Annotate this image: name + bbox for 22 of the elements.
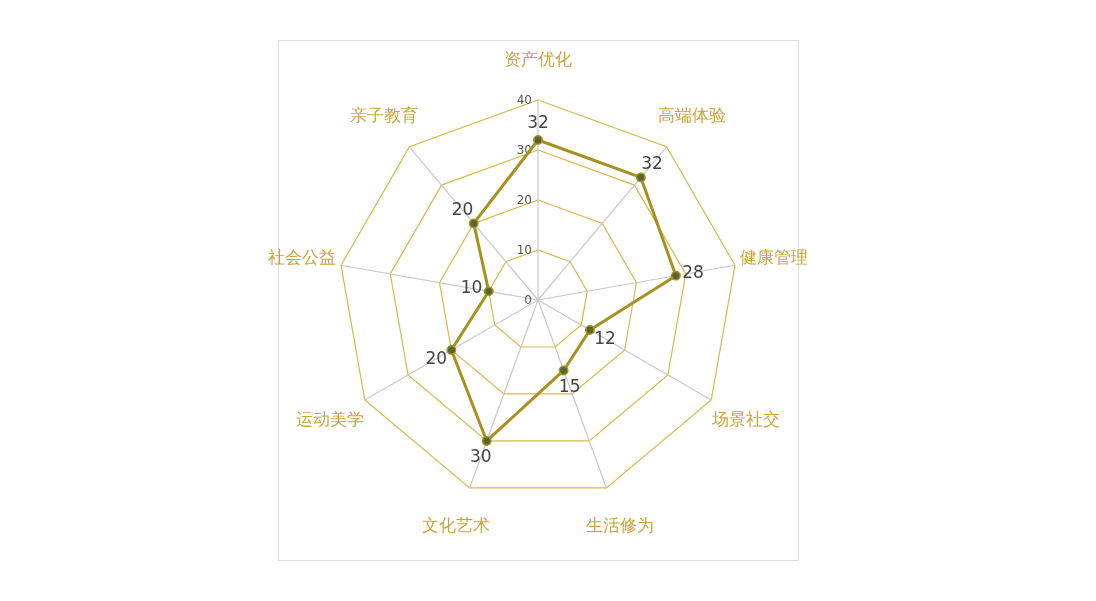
spoke-label: 亲子教育 <box>349 105 418 126</box>
spoke-label: 健康管理 <box>740 247 809 268</box>
spoke-label: 生活修为 <box>586 514 655 535</box>
y-tick-label: 10 <box>516 243 532 257</box>
data-label: 28 <box>682 261 704 282</box>
data-label: 15 <box>558 375 581 396</box>
data-label: 10 <box>460 277 483 298</box>
data-label: 32 <box>527 111 549 132</box>
data-label: 32 <box>641 153 663 174</box>
spoke-label: 文化艺术 <box>421 514 490 535</box>
spoke-label: 运动美学 <box>296 409 365 429</box>
spoke-label: 场景社交 <box>710 409 780 429</box>
data-label: 12 <box>594 327 616 348</box>
spoke-label: 高端体验 <box>658 105 727 126</box>
y-tick-label: 0 <box>524 293 532 307</box>
y-tick-label: 40 <box>516 93 532 107</box>
spoke-label: 社会公益 <box>267 247 336 268</box>
data-label: 20 <box>425 347 448 368</box>
data-label: 30 <box>469 446 492 467</box>
data-label: 20 <box>451 198 474 219</box>
spoke-label: 资产优化 <box>504 49 572 69</box>
y-tick-label: 20 <box>516 193 532 207</box>
